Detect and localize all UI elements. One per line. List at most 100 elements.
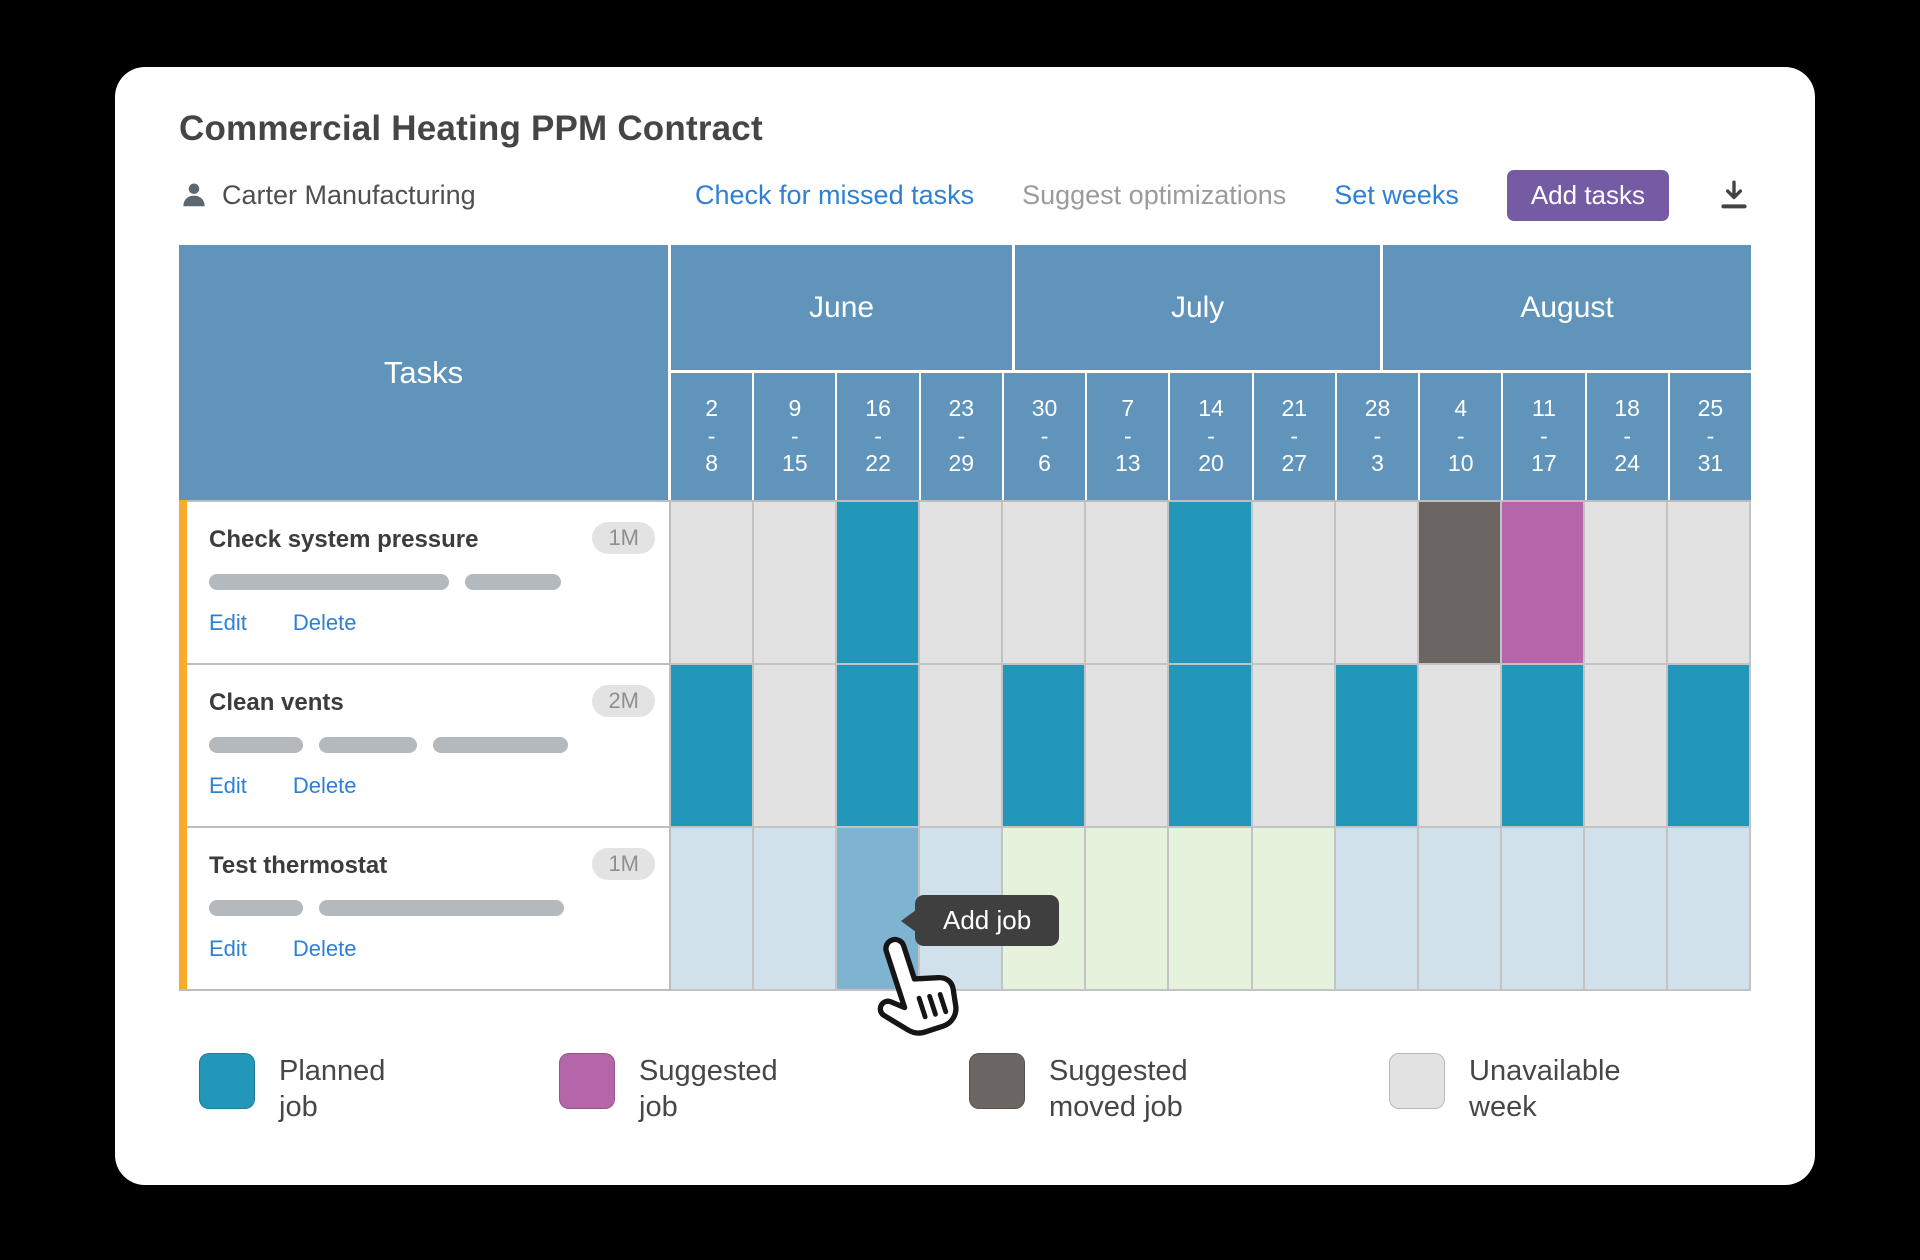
task-links: Edit Delete (209, 936, 651, 962)
page-title: Commercial Heating PPM Contract (179, 109, 763, 148)
client-name: Carter Manufacturing (222, 179, 476, 210)
week-header-cell: 16-22 (837, 373, 921, 500)
task-row: Check system pressure 1M Edit Delete (179, 502, 1752, 665)
schedule-body: Check system pressure 1M Edit Delete Clean v… (179, 500, 1752, 991)
week-header-cell: 7-13 (1087, 373, 1171, 500)
schedule-cell-available-blue[interactable] (1584, 828, 1668, 991)
schedule-cell-unavailable (920, 502, 1004, 665)
schedule-cell-planned[interactable] (1501, 665, 1585, 828)
schedule-cell-suggested[interactable] (1501, 502, 1585, 665)
edit-link[interactable]: Edit (209, 936, 247, 961)
schedule-cell-planned[interactable] (1335, 665, 1419, 828)
legend-label: Planned job (279, 1055, 386, 1124)
legend-item-unavailable-week: Unavailable week (1389, 1053, 1621, 1126)
task-name: Check system pressure (209, 526, 479, 553)
check-missed-tasks-link[interactable]: Check for missed tasks (695, 179, 975, 210)
task-name: Test thermostat (209, 852, 388, 879)
legend-label: Unavailable week (1469, 1055, 1621, 1124)
set-weeks-link[interactable]: Set weeks (1334, 179, 1459, 210)
week-header-cell: 30-6 (1003, 373, 1088, 500)
legend-label: Suggested job (639, 1055, 778, 1124)
contract-card: Commercial Heating PPM Contract Carter M… (115, 67, 1815, 1185)
schedule-cell-available-blue[interactable] (754, 828, 838, 991)
schedule-cell-planned[interactable] (837, 502, 921, 665)
task-info-cell: Clean vents 2M Edit Delete (179, 665, 671, 828)
schedule-cells (671, 828, 1752, 991)
schedule-cell-suggested-moved[interactable] (1418, 502, 1502, 665)
schedule-cell-unavailable (671, 502, 755, 665)
legend-swatch (969, 1053, 1025, 1109)
actions-group: Check for missed tasks Suggest optimizat… (695, 169, 1751, 221)
schedule-cell-planned[interactable] (1169, 502, 1253, 665)
suggest-optimizations-link[interactable]: Suggest optimizations (1022, 179, 1287, 210)
schedule-cell-available-blue[interactable] (1335, 828, 1419, 991)
schedule-cell-unavailable (1335, 502, 1419, 665)
edit-link[interactable]: Edit (209, 610, 247, 635)
schedule-cell-planned[interactable] (1667, 665, 1752, 828)
schedule-cell-available-blue[interactable] (1667, 828, 1752, 991)
schedule-cell-unavailable (1667, 502, 1752, 665)
download-button[interactable] (1717, 178, 1751, 212)
schedule-cell-unavailable (1584, 665, 1668, 828)
placeholder-bars (209, 900, 651, 916)
schedule-cell-available-green[interactable] (1086, 828, 1170, 991)
week-header-cell: 28-3 (1336, 373, 1421, 500)
week-header-cell: 18-24 (1586, 373, 1670, 500)
task-info-cell: Check system pressure 1M Edit Delete (179, 502, 671, 665)
schedule-cell-planned[interactable] (837, 665, 921, 828)
task-row: Clean vents 2M Edit Delete (179, 665, 1752, 828)
task-name: Clean vents (209, 689, 344, 716)
schedule-cell-available-green[interactable] (1252, 828, 1336, 991)
legend-label: Suggested moved job (1049, 1055, 1188, 1124)
week-header-cell: 4-10 (1420, 373, 1504, 500)
week-row: 2-8 9-15 16-22 23-29 30-6 7-13 14-20 21-27 28-3 4… (671, 373, 1752, 500)
task-row: Test thermostat 1M Edit Delete (179, 828, 1752, 991)
month-header-june: June (671, 245, 1016, 370)
tasks-header-cell: Tasks (179, 245, 671, 500)
week-header-cell: 14-20 (1170, 373, 1254, 500)
placeholder-bar (209, 574, 449, 590)
delete-link[interactable]: Delete (292, 773, 357, 798)
schedule-cell-available-blue[interactable] (1501, 828, 1585, 991)
delete-link[interactable]: Delete (292, 610, 357, 635)
schedule-cell-unavailable (1418, 665, 1502, 828)
schedule-cell-planned[interactable] (671, 665, 755, 828)
week-header-cell: 25-31 (1669, 373, 1752, 500)
schedule-cell-available-blue[interactable] (1418, 828, 1502, 991)
schedule-cells (671, 502, 1752, 665)
schedule-cell-planned[interactable] (1003, 665, 1087, 828)
schedule-cell-available-green[interactable] (1169, 828, 1253, 991)
action-row: Carter Manufacturing Check for missed ta… (179, 169, 1751, 221)
calendar-header: June July August 2-8 9-15 16-22 23-29 30-6 7-13… (671, 245, 1752, 500)
add-tasks-button[interactable]: Add tasks (1506, 169, 1669, 221)
week-header-cell: 21-27 (1253, 373, 1337, 500)
schedule-cell-unavailable (754, 665, 838, 828)
table-header: Tasks June July August 2-8 9-15 16-22 23-29 30… (179, 245, 1752, 500)
month-header-august: August (1383, 245, 1751, 370)
placeholder-bar (465, 574, 561, 590)
placeholder-bars (209, 574, 651, 590)
placeholder-bar (209, 737, 303, 753)
week-header-cell: 9-15 (754, 373, 838, 500)
week-header-cell: 23-29 (920, 373, 1004, 500)
edit-link[interactable]: Edit (209, 773, 247, 798)
frequency-badge: 2M (592, 685, 655, 717)
schedule-cell-unavailable (920, 665, 1004, 828)
task-links: Edit Delete (209, 773, 651, 799)
schedule-cell-unavailable (1003, 502, 1087, 665)
week-header-cell: 11-17 (1503, 373, 1587, 500)
add-job-tooltip: Add job (915, 895, 1060, 946)
month-header-july: July (1015, 245, 1384, 370)
schedule-cell-planned[interactable] (1169, 665, 1253, 828)
schedule-cell-unavailable (1252, 502, 1336, 665)
accent-bar (179, 500, 187, 989)
legend-item-suggested-moved-job: Suggested moved job (969, 1053, 1389, 1126)
week-header-cell: 2-8 (671, 373, 755, 500)
task-links: Edit Delete (209, 610, 651, 636)
delete-link[interactable]: Delete (292, 936, 357, 961)
legend-swatch (199, 1053, 255, 1109)
person-icon (183, 183, 205, 207)
legend: Planned job Suggested job Suggested moved … (179, 1053, 1751, 1126)
legend-item-suggested-job: Suggested job (559, 1053, 969, 1126)
schedule-cell-available-blue[interactable] (671, 828, 755, 991)
